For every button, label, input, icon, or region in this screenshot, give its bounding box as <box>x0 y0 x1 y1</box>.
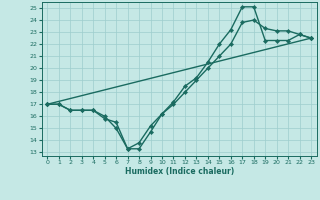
X-axis label: Humidex (Indice chaleur): Humidex (Indice chaleur) <box>124 167 234 176</box>
